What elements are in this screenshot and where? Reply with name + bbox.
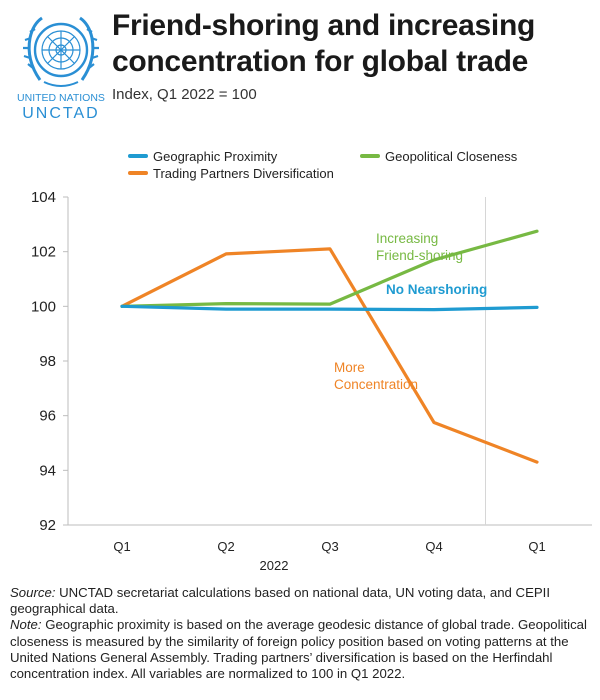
x-tick-label: Q1 bbox=[528, 539, 545, 554]
legend-label: Geopolitical Closeness bbox=[385, 149, 518, 164]
logo-text-top: UNITED NATIONS bbox=[17, 92, 105, 104]
series-line-trading-partners-diversification bbox=[120, 247, 539, 464]
series-line-geopolitical-closeness bbox=[120, 229, 539, 308]
y-tick-label: 96 bbox=[39, 408, 56, 425]
un-emblem-icon bbox=[23, 16, 99, 87]
series-line-geographic-proximity bbox=[120, 304, 539, 312]
source-note: Source: UNCTAD secretariat calculations … bbox=[10, 585, 594, 617]
x-tick-label: Q3 bbox=[321, 539, 338, 554]
x-tick-label: Q1 bbox=[113, 539, 130, 554]
annotation-label: Concentration bbox=[334, 377, 418, 392]
chart-notes: Source: UNCTAD secretariat calculations … bbox=[10, 585, 594, 682]
source-text: UNCTAD secretariat calculations based on… bbox=[10, 585, 550, 617]
chart-title-line-2: concentration for global trade bbox=[112, 45, 529, 78]
chart-title: Friend-shoring and increasing concentrat… bbox=[112, 8, 592, 80]
y-tick-label: 94 bbox=[39, 462, 56, 479]
x-tick-label: Q2 bbox=[217, 539, 234, 554]
x-tick-label: Q4 bbox=[425, 539, 442, 554]
source-label: Source: bbox=[10, 585, 56, 600]
un-unctad-logo: UNITED NATIONS UNCTAD bbox=[17, 16, 105, 120]
y-tick-label: 102 bbox=[31, 244, 56, 261]
chart-title-line-1: Friend-shoring and increasing bbox=[112, 9, 536, 42]
annotation-label: Increasing bbox=[376, 231, 438, 246]
x-year-label: 2022 bbox=[260, 558, 289, 573]
annotation-label: No Nearshoring bbox=[386, 282, 487, 297]
annotation-label: More bbox=[334, 360, 365, 375]
y-tick-label: 92 bbox=[39, 517, 56, 534]
note-label: Note: bbox=[10, 617, 42, 633]
logo-text-bottom: UNCTAD bbox=[22, 105, 99, 120]
line-chart: 92 94 96 98 100 102 104 Q1 Q2 Q3 Q4 Q1 2022 Geographi… bbox=[31, 149, 592, 573]
y-tick-label: 104 bbox=[31, 189, 56, 206]
annotation-label: Friend-shoring bbox=[376, 248, 463, 263]
note-text: Geographic proximity is based on the ave… bbox=[10, 617, 587, 682]
legend-label: Trading Partners Diversification bbox=[153, 166, 334, 181]
y-tick-label: 100 bbox=[31, 298, 56, 315]
y-tick-label: 98 bbox=[39, 353, 56, 370]
methodology-note: Note: Geographic proximity is based on t… bbox=[10, 617, 594, 682]
legend-label: Geographic Proximity bbox=[153, 149, 278, 164]
chart-subtitle: Index, Q1 2022 = 100 bbox=[112, 86, 257, 103]
